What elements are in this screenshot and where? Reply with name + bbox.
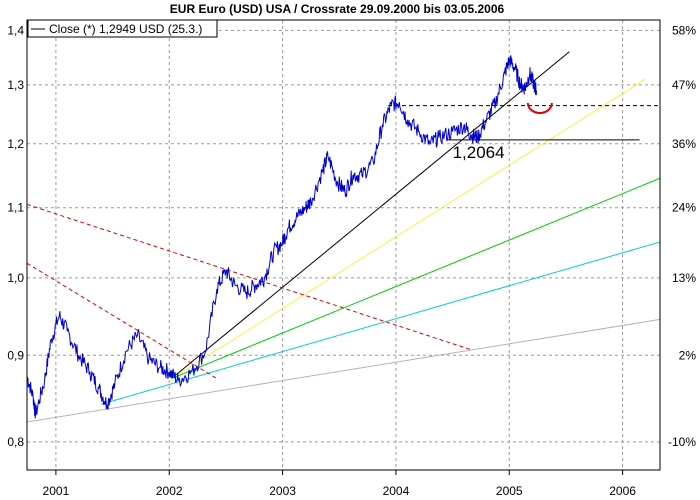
series-line: [26, 55, 537, 419]
y-tick-label-right: 36%: [672, 137, 696, 151]
y-tick-label-right: 24%: [672, 201, 696, 215]
price-series: [26, 55, 537, 419]
x-tick-label: 2003: [269, 484, 296, 498]
y-tick-label-right: 47%: [672, 78, 696, 92]
chart-title: EUR Euro (USD) USA / Crossrate 29.09.200…: [170, 2, 505, 16]
plot-frame: [26, 19, 661, 471]
y-tick-label-right: -10%: [668, 435, 696, 449]
x-tick-label: 2005: [496, 484, 523, 498]
trendline-resistance-red-lower: [26, 262, 218, 379]
y-tick-label-left: 1,0: [7, 271, 24, 285]
y-tick-label-right: 58%: [672, 23, 696, 37]
x-tick-label: 2002: [156, 484, 183, 498]
trendline-resistance-red-upper: [26, 203, 471, 351]
axes: 1,4 1,3 1,2 1,1 1,0 0,9 0,8 58% 47% 36% 24% 13% 2% -1…: [7, 19, 697, 498]
x-tick-label: 2006: [609, 484, 636, 498]
y-tick-label-left: 1,4: [7, 23, 24, 37]
x-tick-label: 2001: [43, 484, 70, 498]
trendline-support-black: [171, 51, 570, 379]
y-tick-label-right: 13%: [672, 271, 696, 285]
trendline-channel-green: [171, 177, 661, 379]
highlight-arc: [526, 102, 553, 114]
legend-box: [27, 19, 218, 38]
trendline-channel-yellow: [171, 78, 646, 379]
x-tick-label: 2004: [383, 484, 410, 498]
y-tick-label-left: 0,8: [7, 435, 24, 449]
legend-label: Close (*) 1,2949 USD (25.3.): [49, 22, 202, 36]
annotation-label: 1,2064: [453, 143, 505, 162]
trendline-channel-grey: [26, 318, 661, 423]
y-tick-label-left: 1,2: [7, 137, 24, 151]
y-tick-label-left: 1,3: [7, 78, 24, 92]
trendline-channel-cyan: [101, 241, 661, 405]
y-tick-label-right: 2%: [679, 348, 697, 362]
y-tick-label-left: 0,9: [7, 348, 24, 362]
annotations: 1,2064: [453, 102, 553, 162]
legend: Close (*) 1,2949 USD (25.3.): [27, 19, 218, 38]
y-tick-label-left: 1,1: [7, 201, 24, 215]
